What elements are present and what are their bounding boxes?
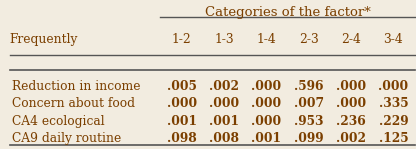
Text: Reduction in income: Reduction in income	[12, 80, 140, 93]
Text: .000: .000	[166, 97, 197, 110]
Text: CA4 ecological: CA4 ecological	[12, 115, 104, 128]
Text: .229: .229	[379, 115, 408, 128]
Text: .001: .001	[251, 132, 281, 145]
Text: .000: .000	[379, 80, 409, 93]
Text: .099: .099	[294, 132, 324, 145]
Text: Categories of the factor*: Categories of the factor*	[205, 6, 370, 19]
Text: .007: .007	[294, 97, 324, 110]
Text: .000: .000	[209, 97, 239, 110]
Text: .001: .001	[209, 115, 239, 128]
Text: .000: .000	[336, 97, 366, 110]
Text: .008: .008	[209, 132, 239, 145]
Text: 1-3: 1-3	[214, 33, 234, 46]
Text: 2-4: 2-4	[341, 33, 361, 46]
Text: .953: .953	[294, 115, 324, 128]
Text: 3-4: 3-4	[384, 33, 403, 46]
Text: .000: .000	[251, 80, 282, 93]
Text: .596: .596	[294, 80, 324, 93]
Text: 1-4: 1-4	[257, 33, 276, 46]
Text: Frequently: Frequently	[10, 33, 78, 46]
Text: .098: .098	[167, 132, 196, 145]
Text: 1-2: 1-2	[172, 33, 191, 46]
Text: .125: .125	[379, 132, 408, 145]
Text: .002: .002	[209, 80, 239, 93]
Text: .001: .001	[167, 115, 197, 128]
Text: .000: .000	[336, 80, 366, 93]
Text: 2-3: 2-3	[299, 33, 319, 46]
Text: .236: .236	[336, 115, 366, 128]
Text: CA9 daily routine: CA9 daily routine	[12, 132, 121, 145]
Text: .005: .005	[167, 80, 197, 93]
Text: .000: .000	[251, 115, 282, 128]
Text: Concern about food: Concern about food	[12, 97, 135, 110]
Text: .002: .002	[336, 132, 366, 145]
Text: .335: .335	[379, 97, 408, 110]
Text: .000: .000	[251, 97, 282, 110]
